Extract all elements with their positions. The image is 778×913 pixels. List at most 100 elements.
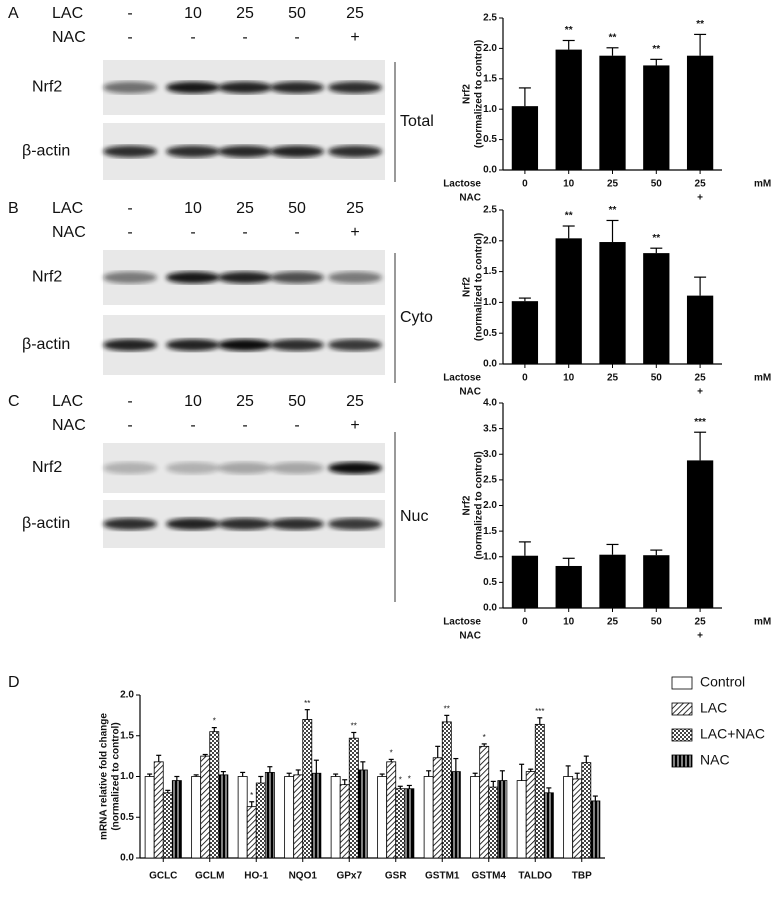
significance: **: [565, 211, 573, 222]
bar: [686, 295, 714, 364]
legend-swatch: [671, 754, 693, 768]
x-tick-label: 25: [607, 617, 619, 628]
x-tick-label: TBP: [572, 871, 592, 882]
x-tick-label: 10: [563, 617, 575, 628]
y-tick-label: 0.0: [483, 165, 497, 176]
y-axis-label: Nrf2: [462, 277, 473, 297]
fraction-label: Cyto: [400, 309, 433, 326]
y-tick-label: 1.5: [483, 266, 497, 277]
x-unit: mM: [754, 617, 771, 628]
blot-band: [166, 518, 220, 530]
y-tick-label: 2.0: [483, 235, 497, 246]
panel-letter: A: [8, 5, 19, 22]
lac-value: 25: [236, 200, 254, 217]
panel-letter: D: [8, 674, 20, 691]
y-axis-label: (normalized to control): [474, 40, 485, 148]
blot-band: [103, 81, 157, 94]
significance: *: [390, 748, 393, 757]
y-tick-label: 0.0: [483, 359, 497, 370]
lac-label: LAC: [52, 393, 83, 410]
panel-letter: B: [8, 200, 19, 217]
bar: [153, 761, 164, 859]
lac-value: 25: [236, 393, 254, 410]
lac-label: LAC: [52, 200, 83, 217]
y-tick-label: 0.5: [120, 812, 134, 823]
bar: [218, 774, 229, 859]
bar: [423, 776, 434, 859]
blot-band: [166, 462, 220, 474]
nac-value: -: [242, 29, 247, 46]
nac-label: +: [697, 193, 703, 204]
y-axis-label: Nrf2: [462, 495, 473, 515]
lac-value: 25: [346, 393, 364, 410]
nac-value: -: [190, 224, 195, 241]
x-tick-label: GSTM4: [472, 871, 507, 882]
bar: [395, 788, 406, 859]
bar: [488, 786, 499, 859]
x-tick-label: 25: [607, 179, 619, 190]
blot-band: [218, 271, 272, 284]
lac-value: 50: [288, 200, 306, 217]
nac-value: +: [350, 417, 359, 434]
bar: [686, 460, 714, 608]
legend-swatch: [671, 728, 693, 742]
y-tick-label: 1.5: [483, 526, 497, 537]
row-label: β-actin: [22, 515, 70, 532]
x-tick-label: 25: [695, 617, 707, 628]
y-tick-label: 2.0: [483, 43, 497, 54]
blot-band: [328, 145, 382, 158]
nac-value: -: [294, 29, 299, 46]
lac-value: -: [127, 200, 132, 217]
blot-band: [166, 339, 220, 351]
row-label: Nrf2: [32, 459, 62, 476]
blot-band: [328, 462, 382, 474]
significance: **: [696, 19, 704, 30]
blot-band: [328, 518, 382, 530]
nac-value: -: [294, 224, 299, 241]
blot-band: [270, 462, 324, 474]
bar: [162, 792, 173, 859]
bar: [144, 776, 155, 859]
bar: [339, 784, 350, 859]
y-tick-label: 2.5: [483, 13, 497, 24]
bar: [293, 774, 304, 859]
x-tick-label: 50: [651, 373, 663, 384]
bar: [590, 800, 601, 859]
x-tick-label: GSTM1: [425, 871, 460, 882]
bar: [450, 771, 461, 859]
y-tick-label: 1.5: [120, 730, 134, 741]
blot-band: [328, 81, 382, 94]
bar: [264, 772, 275, 859]
y-tick-label: 2.5: [483, 205, 497, 216]
y-tick-label: 0.5: [483, 577, 497, 588]
nac-value: -: [127, 224, 132, 241]
lac-value: 50: [288, 393, 306, 410]
bar: [209, 731, 220, 859]
nac-label: +: [697, 387, 703, 398]
lac-value: 10: [184, 200, 202, 217]
significance: **: [444, 704, 450, 713]
fraction-label: Total: [400, 113, 434, 130]
bar: [563, 776, 574, 859]
blot-band: [218, 81, 272, 94]
x-tick-label: 50: [651, 179, 663, 190]
lac-value: 50: [288, 5, 306, 22]
legend-label: LAC+NAC: [700, 726, 765, 742]
x-tick-label: GCLM: [195, 871, 224, 882]
y-axis-label: (normalized to control): [474, 233, 485, 341]
x-tick-label: GSR: [385, 871, 407, 882]
bar: [643, 65, 670, 170]
bar: [581, 762, 592, 859]
bar: [191, 776, 202, 859]
bar: [643, 555, 670, 608]
bar: [543, 792, 554, 859]
bar: [479, 745, 490, 859]
y-tick-label: 1.5: [483, 73, 497, 84]
y-axis-label: mRNA relative fold change: [99, 713, 110, 840]
significance: *: [483, 733, 486, 742]
significance: **: [565, 25, 573, 36]
blot-band: [328, 271, 382, 284]
panel-letter: C: [8, 393, 20, 410]
blot-band: [166, 271, 220, 284]
